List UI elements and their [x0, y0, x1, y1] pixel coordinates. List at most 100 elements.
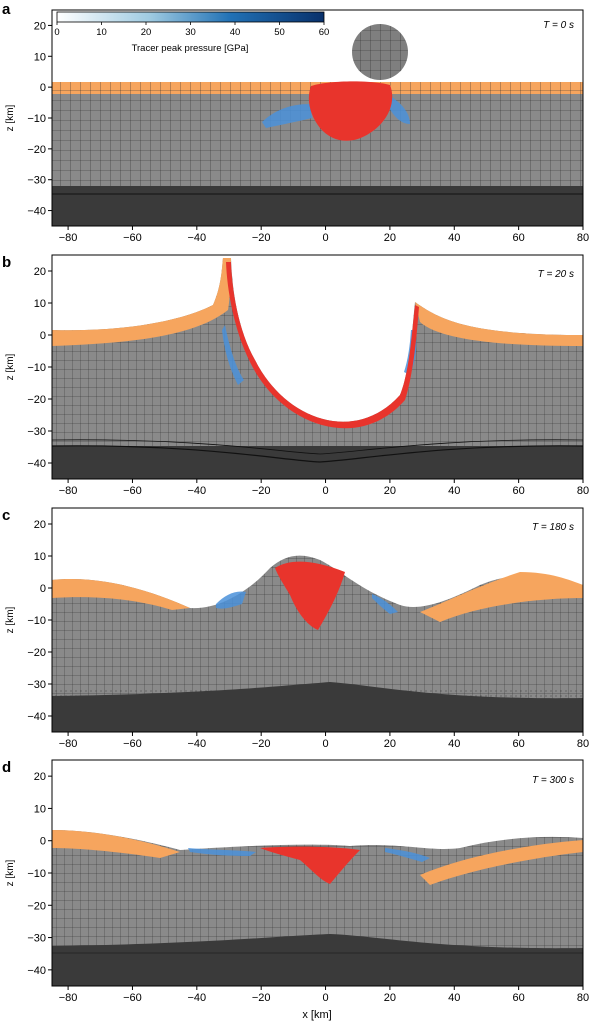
x-tick-label: −80	[59, 992, 78, 1004]
y-tick-label: −10	[27, 113, 46, 125]
x-tick-label: −20	[252, 738, 271, 750]
panel-c-sediment-right	[420, 572, 583, 622]
y-tick-label: 20	[34, 771, 46, 783]
y-tick-label: 10	[34, 298, 46, 310]
x-tick-label: 60	[513, 232, 525, 244]
panel-a-time-label: T = 0 s	[543, 20, 574, 31]
y-tick-label: −20	[27, 144, 46, 156]
colorbar-ticks: 0 10 20 30 40 50 60	[54, 22, 329, 38]
x-tick-label: 80	[577, 485, 589, 497]
x-tick-label: 40	[448, 992, 460, 1004]
x-tick-label: 80	[577, 738, 589, 750]
x-tick-label: 20	[384, 485, 396, 497]
x-tick-label: −20	[252, 485, 271, 497]
y-axis-label: z [km]	[5, 104, 16, 131]
panel-c-axes: −80 −60 −40 −20 0 20 40 60 80 20 10 0 −10 −20 −30 −40 z …	[5, 519, 589, 750]
panel-c-melt-zone	[275, 561, 345, 630]
panel-a: a T = 0 s 0 10 20 30 40 50 60 Tracer peak pres…	[2, 1, 584, 227]
x-tick-label: 0	[322, 485, 328, 497]
panel-a-mantle	[52, 186, 583, 226]
panel-c-letter: c	[2, 507, 10, 524]
panel-c-mantle	[52, 682, 583, 732]
panel-b: b T = 20 s	[2, 254, 584, 480]
panel-c-sediment-left	[52, 579, 190, 610]
x-tick-label: −20	[252, 992, 271, 1004]
panel-b-mantle	[52, 446, 583, 479]
x-tick-label: −80	[59, 738, 78, 750]
colorbar-gradient	[56, 11, 325, 23]
colorbar-tick-label: 60	[319, 27, 330, 38]
x-tick-label: 80	[577, 992, 589, 1004]
colorbar-tick-label: 10	[96, 27, 107, 38]
colorbar-tick-label: 50	[274, 27, 285, 38]
y-tick-label: 10	[34, 803, 46, 815]
panel-d-axes: −80 −60 −40 −20 0 20 40 60 80 20 10 0 −10 −20 −30 −40 z …	[5, 771, 589, 1004]
panel-d-time-label: T = 300 s	[532, 775, 574, 786]
x-tick-label: −60	[123, 738, 142, 750]
panel-d-shock-right	[385, 848, 430, 862]
colorbar-tick-label: 40	[230, 27, 241, 38]
x-tick-label: −80	[59, 485, 78, 497]
panel-b-sediment-right	[415, 302, 583, 346]
panel-d: d T = 300 s x [km]	[2, 759, 584, 1021]
x-tick-label: 20	[384, 738, 396, 750]
x-axis-label: x [km]	[302, 1009, 331, 1021]
panel-b-time-label: T = 20 s	[538, 269, 574, 280]
x-tick-label: 0	[322, 738, 328, 750]
colorbar: 0 10 20 30 40 50 60 Tracer peak pressure [GPa]	[54, 11, 329, 54]
x-tick-label: −40	[187, 738, 206, 750]
panel-a-axes: −80 −60 −40 −20 0 20 40 60 80 20 10 0 −10 −20 −30 −40 z …	[5, 20, 589, 244]
x-tick-label: −40	[187, 992, 206, 1004]
panel-d-melt-zone	[260, 846, 360, 884]
y-tick-label: 20	[34, 519, 46, 531]
y-tick-label: −40	[27, 206, 46, 218]
x-tick-label: 20	[384, 992, 396, 1004]
panel-d-sediment-left	[52, 830, 180, 858]
y-axis-label: z [km]	[5, 859, 16, 886]
y-tick-label: 0	[40, 836, 46, 848]
y-tick-label: −10	[27, 362, 46, 374]
x-tick-label: 80	[577, 232, 589, 244]
colorbar-tick-label: 20	[141, 27, 152, 38]
x-tick-label: −40	[187, 232, 206, 244]
y-tick-label: 10	[34, 551, 46, 563]
panel-a-shock-zone-left	[262, 104, 312, 128]
y-tick-label: −30	[27, 426, 46, 438]
panel-b-shock-left	[222, 325, 244, 385]
y-tick-label: −30	[27, 933, 46, 945]
x-tick-label: 40	[448, 232, 460, 244]
colorbar-label: Tracer peak pressure [GPa]	[132, 43, 249, 54]
y-tick-label: 20	[34, 266, 46, 278]
x-tick-label: −60	[123, 485, 142, 497]
colorbar-tick-label: 30	[185, 27, 196, 38]
axes-layer: −80 −60 −40 −20 0 20 40 60 80 20 10 0 −10 −20 −30 −40 z …	[5, 20, 589, 1004]
y-tick-label: 0	[40, 583, 46, 595]
panel-d-mantle	[52, 934, 583, 986]
panel-a-melt-zone	[308, 81, 393, 141]
x-tick-label: 0	[322, 992, 328, 1004]
x-tick-label: 40	[448, 738, 460, 750]
y-tick-label: −10	[27, 868, 46, 880]
x-tick-label: 60	[513, 485, 525, 497]
y-tick-label: −10	[27, 615, 46, 627]
y-tick-label: 0	[40, 330, 46, 342]
x-tick-label: 60	[513, 992, 525, 1004]
y-tick-label: −20	[27, 900, 46, 912]
y-axis-label: z [km]	[5, 606, 16, 633]
y-tick-label: 10	[34, 51, 46, 63]
x-tick-label: 0	[322, 232, 328, 244]
panel-c-time-label: T = 180 s	[532, 522, 574, 533]
panel-a-shock-zone-right	[388, 96, 410, 124]
y-tick-label: 0	[40, 82, 46, 94]
colorbar-tick-label: 0	[54, 27, 59, 38]
y-axis-label: z [km]	[5, 353, 16, 380]
panel-c: c T = 180 s	[2, 507, 584, 733]
panel-c-shock-left	[216, 591, 246, 609]
y-tick-label: −40	[27, 458, 46, 470]
x-tick-label: 20	[384, 232, 396, 244]
panel-b-axes: −80 −60 −40 −20 0 20 40 60 80 20 10 0 −10 −20 −30 −40 z …	[5, 266, 589, 497]
y-tick-label: −20	[27, 647, 46, 659]
y-tick-label: −40	[27, 711, 46, 723]
panel-d-letter: d	[2, 759, 11, 776]
